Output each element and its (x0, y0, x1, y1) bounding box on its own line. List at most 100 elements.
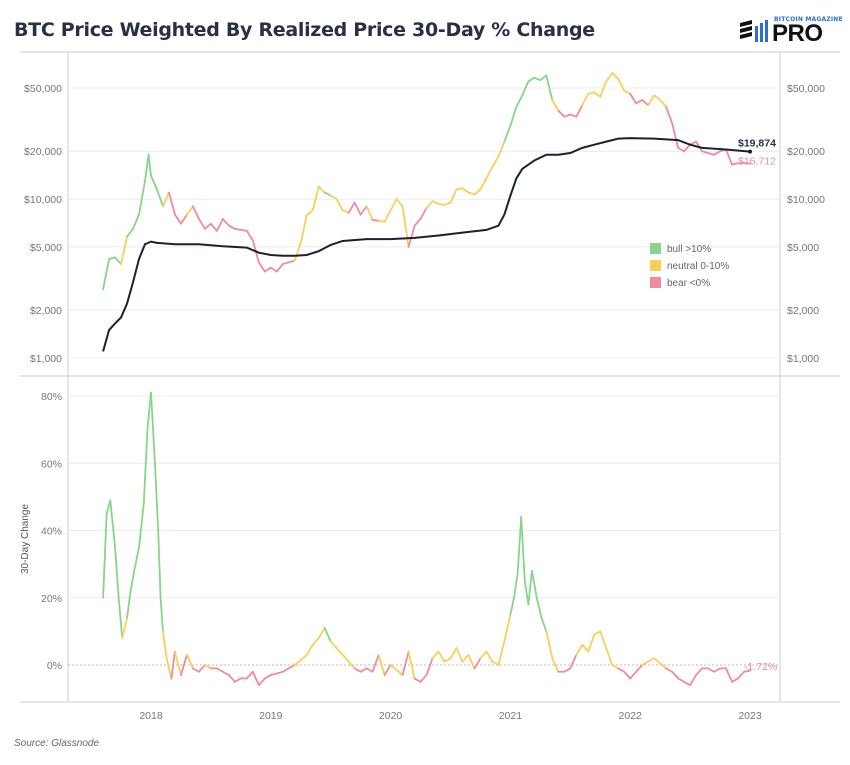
legend-swatch-neutral (650, 260, 661, 271)
change-panel (102, 391, 751, 687)
change-segment (581, 643, 590, 653)
change-segment (341, 654, 350, 663)
btc-price-label: $16,712 (738, 156, 776, 168)
change-segment (671, 670, 680, 680)
change-segment (335, 647, 344, 656)
legend-swatch-bear (650, 277, 661, 288)
y-tick-label-right: $2,000 (787, 305, 819, 317)
y-tick-label-left: $50,000 (24, 83, 62, 95)
y-tick-label-left: $20,000 (24, 146, 62, 158)
change-segment (117, 596, 124, 639)
change-segment (251, 670, 260, 687)
btc-price-segment (162, 191, 170, 208)
x-tick-label: 2019 (259, 710, 283, 722)
change-segment (281, 664, 296, 673)
realized-price-label: $19,874 (738, 138, 776, 150)
btc-price-segment (323, 191, 332, 197)
y-tick-label: 0% (47, 660, 62, 672)
change-segment (305, 643, 314, 656)
y-tick-label-right: $10,000 (787, 194, 825, 206)
btc-price-segment (263, 266, 272, 273)
btc-price-segment (593, 91, 602, 98)
btc-price-segment (503, 124, 512, 143)
btc-price-segment (725, 148, 733, 166)
change-segment (165, 657, 173, 680)
btc-price-segment (665, 106, 674, 125)
btc-price-segment (245, 230, 254, 242)
logo-bars-icon (740, 20, 768, 42)
x-tick-label: 2022 (619, 710, 643, 722)
change-segment (497, 640, 506, 666)
btc-price-segment (521, 80, 530, 97)
change-segment (473, 657, 482, 670)
change-segment (180, 654, 188, 676)
btc-price-segment (204, 222, 212, 230)
change-segment (575, 643, 584, 656)
y-tick-label: 40% (41, 526, 62, 538)
btc-price-segment (467, 191, 476, 196)
legend-label-neutral: neutral 0-10% (667, 261, 729, 272)
change-segment (129, 569, 136, 592)
btc-price-segment (653, 94, 662, 101)
change-segment (121, 617, 128, 639)
chart-title: BTC Price Weighted By Realized Price 30-… (14, 19, 595, 41)
btc-price-segment (569, 113, 578, 118)
change-segment (527, 569, 533, 606)
change-segment (737, 670, 745, 680)
btc-price-segment (144, 153, 150, 182)
change-segment (545, 630, 554, 660)
change-segment (569, 654, 578, 670)
btc-price-segment (677, 146, 686, 153)
btc-price-segment (713, 150, 721, 156)
y-tick-label-left: $5,000 (30, 242, 62, 254)
change-segment (425, 657, 434, 676)
btc-price-segment (461, 187, 470, 194)
change-segment (329, 640, 338, 650)
btc-price-segment (533, 76, 542, 82)
btc-price-segment (647, 94, 656, 107)
change-segment (146, 391, 152, 431)
change-segment (371, 654, 380, 673)
change-segment (455, 647, 464, 663)
y-tick-label-left: $1,000 (30, 353, 62, 365)
change-segment (503, 613, 512, 643)
change-segment (617, 667, 626, 673)
btc-price-segment (239, 228, 248, 232)
change-segment (523, 580, 530, 606)
btc-price-segment (659, 99, 668, 108)
change-value-label: -1.72% (744, 661, 777, 673)
change-segment (150, 391, 156, 458)
btc-price-segment (215, 218, 224, 232)
change-segment (323, 627, 332, 643)
change-segment (689, 674, 697, 687)
btc-price-segment (431, 200, 440, 205)
change-segment (665, 667, 674, 673)
change-segment (377, 654, 386, 676)
change-segment (311, 637, 320, 646)
btc-price-segment (221, 218, 230, 227)
btc-price-segment (126, 227, 134, 238)
btc-price-segment (353, 201, 362, 216)
y-tick-label-right: $50,000 (787, 83, 825, 95)
change-segment (707, 667, 715, 673)
btc-price-segment (108, 256, 116, 260)
btc-price-segment (629, 92, 638, 105)
btc-price-segment (587, 91, 596, 95)
change-segment (401, 650, 410, 676)
x-tick-label: 2023 (738, 710, 762, 722)
btc-price-segment (317, 185, 326, 194)
btc-price-segment (257, 261, 266, 273)
x-tick-label: 2020 (379, 710, 403, 722)
btc-price-segment (419, 207, 428, 220)
btc-price-segment (557, 109, 566, 118)
chart-frame (20, 51, 840, 703)
btc-price-segment (192, 205, 200, 220)
btc-price-segment (180, 213, 188, 225)
change-segment (653, 657, 668, 670)
change-segment (293, 654, 308, 666)
change-segment (611, 664, 620, 670)
change-segment (138, 502, 145, 549)
y-tick-label-right: $5,000 (787, 242, 819, 254)
change-segment (485, 650, 494, 663)
btc-price-segment (365, 205, 374, 221)
